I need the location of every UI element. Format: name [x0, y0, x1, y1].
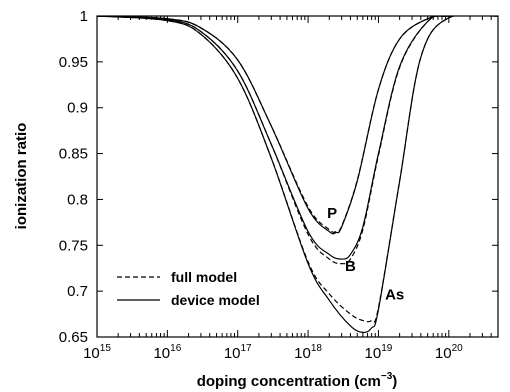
tick-labels: 0.65 0.7 0.75 0.8 0.85 0.9 0.95 1 1015 1016 1017 10…: [59, 8, 463, 362]
x-tick-label: 1015: [83, 343, 111, 362]
plot-frame: [96, 15, 499, 338]
series-layer: [97, 16, 498, 334]
series-line-b-solid: [97, 16, 498, 260]
x-tick-label: 1019: [365, 343, 393, 362]
legend-label-full-model: full model: [171, 269, 237, 285]
y-tick-label: 0.9: [67, 100, 88, 117]
x-tick-label: 1018: [294, 343, 322, 362]
series-line-as-solid: [97, 16, 498, 334]
y-tick-label: 0.75: [59, 237, 88, 254]
curve-label-b: B: [345, 258, 356, 275]
y-axis-title: ionization ratio: [13, 123, 30, 230]
series-line-p-solid: [97, 16, 498, 235]
series-line-b-dashed: [97, 16, 498, 265]
y-tick-label: 1: [80, 8, 88, 25]
x-tick-label: 1017: [224, 343, 252, 362]
x-axis-title: doping concentration (cm−3): [197, 371, 398, 390]
y-tick-label: 0.8: [67, 191, 88, 208]
legend-label-device-model: device model: [171, 292, 260, 308]
y-tick-label: 0.7: [67, 283, 88, 300]
series-line-p-dashed: [97, 16, 498, 233]
x-axis-title-main: doping concentration (cm: [197, 373, 381, 390]
curve-label-p: P: [327, 205, 337, 222]
legend: full model device model: [117, 269, 260, 308]
x-axis-title-superscript: −3: [381, 371, 393, 382]
x-axis-title-close: ): [392, 373, 397, 390]
x-tick-label: 1020: [435, 343, 463, 362]
y-tick-label: 0.85: [59, 146, 88, 163]
axis-ticks: [96, 15, 499, 338]
x-tick-label: 1016: [153, 343, 181, 362]
curve-label-as: As: [385, 286, 404, 303]
y-tick-label: 0.95: [59, 54, 88, 71]
series-line-as-dashed: [97, 16, 498, 323]
y-tick-label: 0.65: [59, 329, 88, 346]
curve-labels: P B As: [327, 205, 404, 304]
